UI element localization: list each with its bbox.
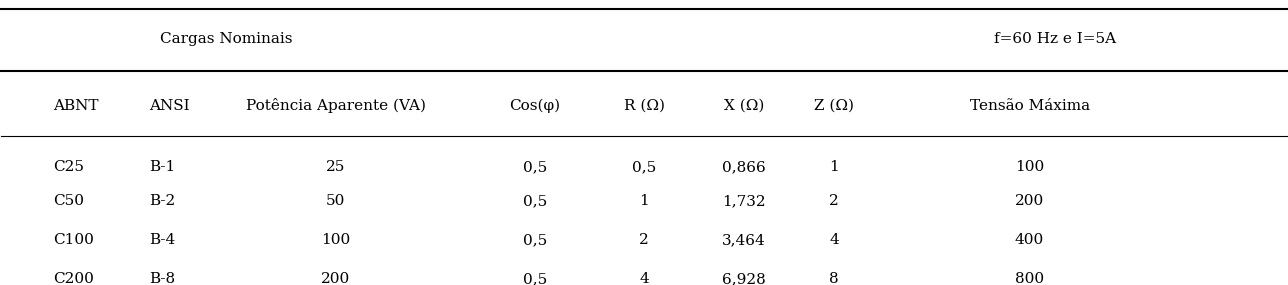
Text: 400: 400	[1015, 233, 1045, 247]
Text: ANSI: ANSI	[149, 99, 189, 113]
Text: 0,5: 0,5	[523, 233, 547, 247]
Text: 800: 800	[1015, 272, 1045, 285]
Text: 4: 4	[639, 272, 649, 285]
Text: 0,5: 0,5	[523, 272, 547, 285]
Text: 200: 200	[1015, 194, 1045, 208]
Text: C100: C100	[53, 233, 94, 247]
Text: Cargas Nominais: Cargas Nominais	[160, 32, 292, 46]
Text: 3,464: 3,464	[723, 233, 766, 247]
Text: B-2: B-2	[149, 194, 175, 208]
Text: B-1: B-1	[149, 160, 175, 174]
Text: 25: 25	[326, 160, 345, 174]
Text: 50: 50	[326, 194, 345, 208]
Text: C200: C200	[53, 272, 94, 285]
Text: B-4: B-4	[149, 233, 175, 247]
Text: C50: C50	[53, 194, 84, 208]
Text: Z (Ω): Z (Ω)	[814, 99, 854, 113]
Text: 4: 4	[829, 233, 838, 247]
Text: 6,928: 6,928	[723, 272, 766, 285]
Text: 2: 2	[639, 233, 649, 247]
Text: 100: 100	[321, 233, 350, 247]
Text: ABNT: ABNT	[53, 99, 98, 113]
Text: 2: 2	[829, 194, 838, 208]
Text: X (Ω): X (Ω)	[724, 99, 765, 113]
Text: 1: 1	[639, 194, 649, 208]
Text: 1,732: 1,732	[723, 194, 766, 208]
Text: 0,5: 0,5	[523, 160, 547, 174]
Text: Potência Aparente (VA): Potência Aparente (VA)	[246, 98, 425, 113]
Text: Tensão Máxima: Tensão Máxima	[970, 99, 1090, 113]
Text: 100: 100	[1015, 160, 1045, 174]
Text: 0,5: 0,5	[523, 194, 547, 208]
Text: 8: 8	[829, 272, 838, 285]
Text: C25: C25	[53, 160, 84, 174]
Text: f=60 Hz e I=5A: f=60 Hz e I=5A	[994, 32, 1117, 46]
Text: Cos(φ): Cos(φ)	[509, 99, 560, 113]
Text: 0,5: 0,5	[632, 160, 656, 174]
Text: R (Ω): R (Ω)	[623, 99, 665, 113]
Text: 200: 200	[321, 272, 350, 285]
Text: B-8: B-8	[149, 272, 175, 285]
Text: 0,866: 0,866	[723, 160, 766, 174]
Text: 1: 1	[829, 160, 838, 174]
